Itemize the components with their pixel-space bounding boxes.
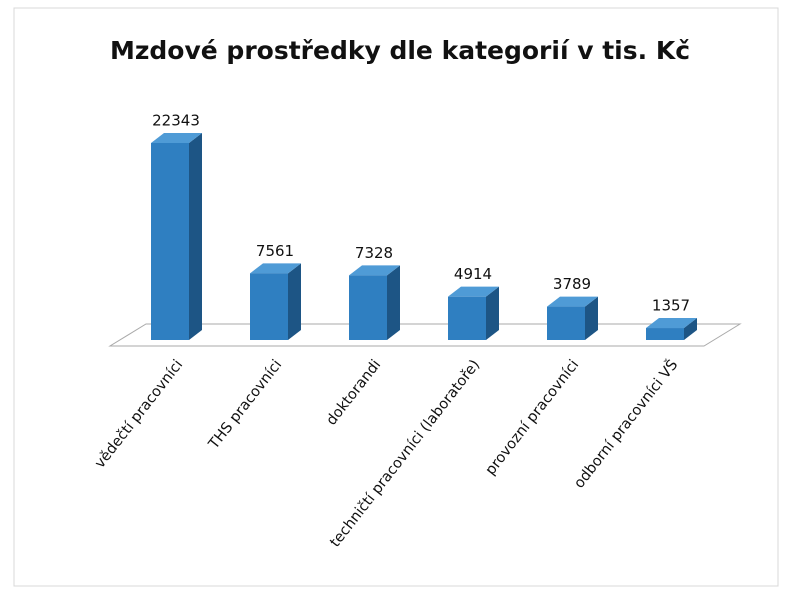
bar-top — [646, 318, 697, 329]
bar — [448, 286, 499, 340]
value-label: 7561 — [256, 242, 294, 260]
bar-top — [151, 133, 202, 143]
value-label: 7328 — [355, 244, 393, 262]
bar-top — [250, 263, 301, 274]
bar-front — [349, 275, 387, 340]
bar-side — [387, 265, 400, 340]
bar-front — [547, 306, 585, 340]
bar-side — [684, 318, 697, 340]
bar-front — [448, 296, 486, 340]
value-label: 1357 — [652, 297, 690, 315]
value-label: 3789 — [553, 275, 591, 293]
bar — [349, 265, 400, 340]
bar — [151, 133, 202, 340]
bar — [646, 318, 697, 340]
value-label: 4914 — [454, 265, 492, 283]
value-label: 22343 — [152, 112, 200, 130]
bar-side — [585, 296, 598, 340]
chart-title: Mzdové prostředky dle kategorií v tis. K… — [110, 36, 690, 65]
bar-side — [288, 263, 301, 340]
bar-front — [646, 328, 684, 340]
bar-top — [547, 296, 598, 307]
bar-front — [250, 273, 288, 340]
bar-side — [486, 286, 499, 340]
bar-front — [151, 143, 189, 340]
bar — [250, 263, 301, 340]
bar-side — [189, 133, 202, 340]
bar — [547, 296, 598, 340]
bar-top — [448, 286, 499, 297]
floor — [108, 323, 742, 347]
bar-top — [349, 265, 400, 276]
